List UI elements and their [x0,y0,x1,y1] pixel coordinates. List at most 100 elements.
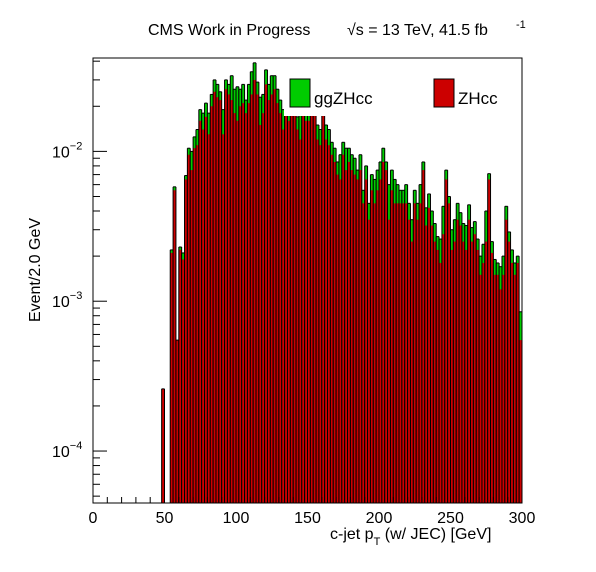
bar-zhcc [444,179,448,503]
bar-zhcc [336,174,339,503]
bar-zhcc [407,219,411,504]
bar-zhcc [447,203,451,504]
bar-zhcc [473,234,477,504]
bar-zhcc [204,116,208,503]
bar-zhcc [327,145,331,504]
bar-zhcc [479,274,482,503]
bar-zhcc [487,179,491,503]
legend-swatch-zhcc [433,78,455,108]
bar-zhcc [250,94,254,503]
x-axis-label-sub: T [374,536,381,548]
bar-zhcc [290,109,294,503]
bar-zhcc [213,91,216,503]
x-axis-label-tail: (w/ JEC) [GeV] [380,526,491,543]
y-tick-label: 10−2 [52,140,82,161]
bar-zhcc [467,219,471,504]
bar-zhcc [296,129,299,503]
legend-swatch-ggzhcc [289,78,311,108]
legend: ggZHcc ZHcc [284,71,520,116]
y-axis-label: Event/2.0 GeV [27,218,44,322]
bar-zhcc [433,241,437,504]
chart-title-exponent: -1 [516,19,526,31]
bar-zhcc [507,241,511,504]
bar-zhcc [370,190,374,503]
bar-zhcc [324,139,328,503]
bar-zhcc [470,241,474,504]
legend-label-zhcc: ZHcc [458,89,498,108]
bar-zhcc [330,154,334,503]
bar-zhcc [230,100,234,503]
bar-zhcc [236,120,239,503]
bar-zhcc [178,249,182,503]
bar-zhcc [419,203,422,504]
bar-zhcc [284,113,288,504]
bar-zhcc [298,139,302,503]
bar-zhcc [256,94,259,503]
bar-zhcc [344,170,348,503]
bar-zhcc [490,252,494,503]
y-tick-exponent: −4 [70,440,83,452]
bar-zhcc [350,170,354,503]
y-tick-label: 10−3 [52,290,82,311]
bar-zhcc [215,97,219,503]
bar-zhcc [341,154,345,503]
bar-zhcc [170,252,174,503]
bar-zhcc [421,170,425,503]
bar-zhcc [161,388,165,503]
bar-zhcc [367,219,371,504]
bar-zhcc [439,262,442,503]
bar-zhcc [461,241,465,504]
bar-zhcc [270,94,274,503]
x-axis-label-main: c-jet p [330,526,374,543]
chart-title-left: CMS Work in Progress [148,22,310,39]
x-axis-ticks: 0 50 100 150 200 250 300 [89,491,535,527]
bar-zhcc [484,241,488,504]
bar-zhcc [424,225,428,503]
bar-zhcc [410,241,414,504]
bar-zhcc [396,203,400,504]
bar-zhcc [181,259,185,503]
bar-zhcc [276,103,279,503]
bar-zhcc [364,179,368,503]
bar-zhcc [218,100,222,503]
legend-background [284,71,520,116]
bar-zhcc [278,113,282,504]
bar-zhcc [510,262,514,503]
bar-zhcc [316,139,319,503]
bar-zhcc [273,89,277,504]
bar-zhcc [233,113,236,504]
bar-zhcc [513,274,517,503]
bar-zhcc [501,274,505,503]
bar-zhcc [427,207,431,504]
bar-zhcc [347,161,351,503]
plot-frame [92,57,523,504]
bar-zhcc [287,120,291,503]
bar-zhcc [247,103,251,503]
bar-zhcc [293,100,297,503]
bar-zhcc [238,106,242,504]
bar-zhcc [221,134,225,503]
bar-zhcc [187,154,191,503]
bar-zhcc [195,145,199,504]
y-tick-base: 10 [52,144,70,161]
bar-zhcc [390,190,394,503]
bar-zhcc [384,170,388,503]
y-tick-label: 10−4 [52,440,82,461]
bar-zhcc [307,120,311,503]
bar-zhcc [304,120,308,503]
x-tick-label: 0 [89,510,98,527]
bar-zhcc [516,262,520,503]
y-tick-exponent: −3 [70,290,83,302]
bar-zhcc [459,225,462,503]
bar-zhcc [519,340,522,503]
bar-zhcc [173,190,176,503]
bar-zhcc [387,219,391,504]
bar-zhcc [481,262,485,503]
bar-zhcc [258,124,262,504]
bar-zhcc [201,129,205,503]
bar-zhcc [376,190,379,503]
bar-zhcc [358,170,362,503]
bar-zhcc [338,179,342,503]
x-tick-label: 250 [437,510,464,527]
y-axis-label-group: Event/2.0 GeV [27,218,44,322]
